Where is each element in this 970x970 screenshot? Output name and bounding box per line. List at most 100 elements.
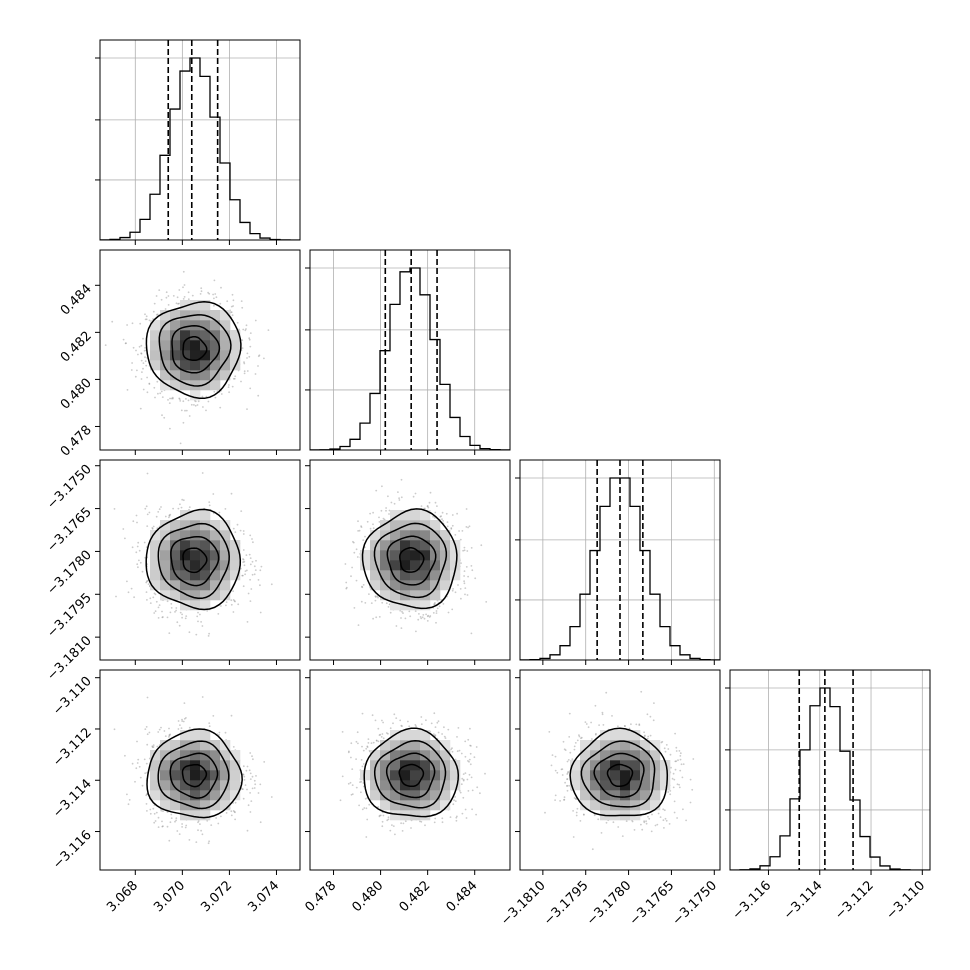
scatter-point	[234, 375, 237, 378]
density-cell	[650, 800, 661, 811]
scatter-point	[208, 292, 211, 295]
y-tick-label: 0.484	[58, 282, 95, 319]
density-cell	[170, 350, 181, 361]
density-cell	[180, 350, 191, 361]
density-cell	[410, 540, 421, 551]
scatter-point	[467, 526, 469, 529]
density-cell	[210, 380, 221, 391]
scatter-point	[415, 725, 417, 728]
scatter-point	[127, 803, 130, 806]
scatter-point	[213, 304, 215, 307]
scatter-point	[395, 625, 398, 627]
density-cell	[390, 760, 401, 771]
scatter-point	[199, 293, 202, 295]
density-cell	[420, 570, 431, 581]
scatter-point	[463, 575, 465, 577]
scatter-point	[212, 493, 215, 495]
scatter-point	[438, 605, 441, 608]
density-cell	[230, 340, 241, 351]
scatter-point	[451, 747, 453, 750]
scatter-point	[366, 520, 369, 523]
scatter-point	[241, 347, 244, 349]
scatter-point	[437, 720, 440, 723]
scatter-point	[672, 786, 675, 789]
scatter-point	[409, 615, 412, 618]
density-cell	[190, 510, 201, 521]
scatter-point	[199, 613, 201, 616]
scatter-point	[611, 715, 613, 717]
scatter-point	[164, 515, 167, 518]
scatter-point	[183, 717, 186, 720]
scatter-point	[424, 507, 426, 510]
scatter-point	[378, 521, 381, 523]
scatter-point	[232, 377, 235, 380]
scatter-point	[459, 538, 462, 541]
scatter-point	[148, 319, 151, 322]
density-cell	[650, 770, 661, 781]
scatter-point	[225, 812, 228, 814]
scatter-point	[145, 364, 148, 367]
density-cell	[630, 770, 641, 781]
scatter-point	[595, 732, 597, 735]
scatter-point	[426, 505, 429, 507]
scatter-point	[166, 600, 169, 603]
scatter-point	[168, 727, 170, 730]
scatter-point	[602, 724, 605, 726]
contour-3	[157, 522, 230, 600]
scatter-point	[242, 574, 244, 577]
density-cell	[410, 530, 421, 541]
density-cell	[400, 760, 411, 771]
panel-frame	[309, 459, 511, 661]
scatter-point	[145, 318, 148, 321]
scatter-point	[463, 570, 466, 572]
scatter-point	[130, 369, 133, 371]
density-cell	[430, 540, 441, 551]
scatter-point	[569, 751, 572, 754]
scatter-point	[417, 618, 420, 621]
scatter-point	[196, 404, 199, 406]
scatter-point	[451, 524, 454, 527]
scatter-point	[174, 820, 176, 823]
scatter-point	[372, 527, 375, 530]
scatter-point	[250, 800, 253, 802]
density-cell	[180, 730, 191, 741]
scatter-point	[243, 370, 246, 373]
scatter-point	[674, 768, 677, 771]
scatter-point	[113, 508, 116, 510]
scatter-point	[447, 611, 450, 614]
scatter-point	[201, 833, 204, 836]
scatter-point	[568, 784, 570, 787]
scatter-point	[160, 390, 163, 393]
scatter-point	[476, 786, 479, 789]
scatter-point	[232, 599, 235, 601]
x-tick-label: 3.072	[198, 878, 235, 915]
scatter-point	[225, 604, 227, 607]
scatter-point	[179, 400, 182, 402]
scatter-point	[420, 617, 423, 620]
scatter-point	[647, 735, 650, 738]
scatter-point	[633, 829, 636, 831]
density-cell	[640, 780, 651, 791]
density-cell	[440, 800, 451, 811]
density-cell	[170, 800, 181, 811]
scatter-point	[172, 507, 175, 510]
density-cell	[200, 760, 211, 771]
scatter-point	[350, 793, 353, 796]
scatter-point	[370, 742, 373, 744]
scatter-point	[233, 810, 236, 813]
scatter-point	[225, 601, 228, 603]
density-cell	[410, 590, 421, 601]
scatter-point	[168, 515, 171, 517]
scatter-point	[563, 748, 566, 751]
scatter-point	[259, 611, 262, 614]
scatter-point	[208, 722, 211, 724]
scatter-point	[578, 735, 581, 738]
density-cell	[220, 790, 231, 801]
density-cell	[160, 350, 171, 361]
scatter-point	[255, 775, 257, 777]
scatter-point	[398, 499, 401, 501]
scatter-point	[673, 778, 676, 781]
scatter-point	[136, 521, 138, 524]
density-cell	[610, 750, 621, 761]
scatter-point	[585, 723, 588, 725]
